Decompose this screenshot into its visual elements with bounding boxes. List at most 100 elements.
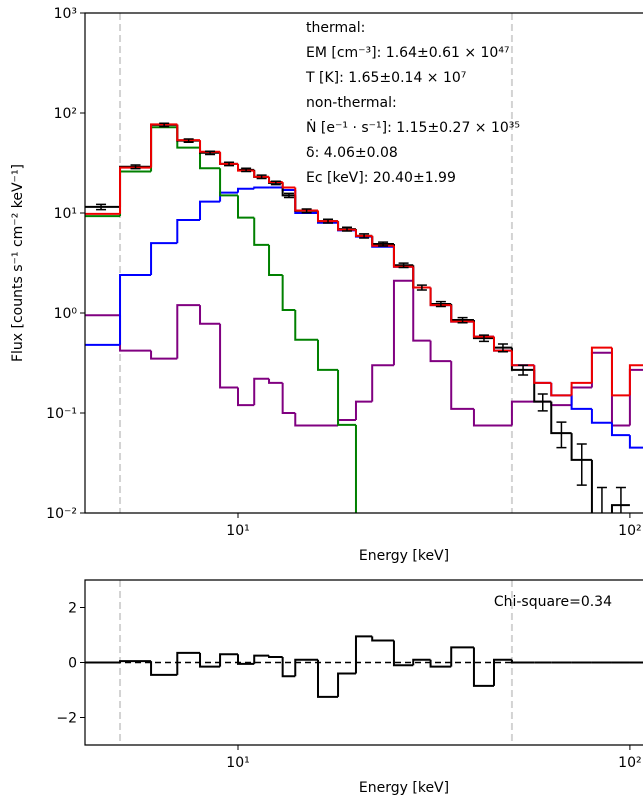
- step-segment: [610, 347, 630, 397]
- y-tick-label: 10²: [54, 106, 77, 122]
- step-segment: [412, 280, 431, 342]
- plot-area: [85, 580, 643, 745]
- step-segment: [119, 165, 152, 207]
- step-segment: [610, 352, 630, 427]
- step-segment: [294, 413, 318, 427]
- step-segment: [570, 395, 592, 410]
- step-segment: [119, 166, 152, 214]
- step-segment: [533, 365, 552, 384]
- step-segment: [337, 221, 356, 231]
- step-segment: [392, 243, 414, 267]
- step-segment: [199, 200, 221, 221]
- step-segment: [316, 210, 339, 223]
- step-segment: [628, 435, 643, 449]
- step-segment: [392, 245, 414, 268]
- step-segment: [590, 346, 612, 383]
- plot-area: [85, 13, 643, 513]
- step-segment: [550, 401, 572, 407]
- step-segment: [281, 274, 296, 312]
- error-bar: [270, 180, 281, 186]
- step-segment: [392, 640, 414, 667]
- step-segment: [150, 123, 178, 167]
- y-tick-label: 10⁻¹: [46, 406, 77, 422]
- y-tick-label: 10¹: [54, 206, 77, 222]
- step-segment: [450, 305, 474, 323]
- step-segment: [237, 163, 255, 172]
- error-bar: [416, 284, 427, 291]
- error-bar: [398, 262, 409, 269]
- error-bar: [283, 192, 294, 199]
- step-segment: [219, 191, 238, 202]
- step-segment: [237, 654, 255, 665]
- step-segment: [392, 279, 414, 366]
- step-segment: [150, 123, 178, 168]
- x-tick-label: 10¹: [226, 523, 249, 539]
- error-bar: [224, 161, 235, 167]
- step-segment: [472, 321, 494, 338]
- step-segment: [176, 304, 201, 359]
- y-axis-label: Flux [counts s⁻¹ cm⁻² keV⁻¹]: [10, 164, 26, 362]
- error-bar: [96, 203, 107, 211]
- step-segment: [472, 408, 494, 427]
- annotation: Ec [keV]: 20.40±1.99: [306, 170, 456, 186]
- step-segment: [199, 147, 221, 170]
- y-tick-label: 2: [68, 601, 77, 617]
- step-segment: [590, 459, 593, 513]
- step-segment: [550, 382, 572, 397]
- step-segment: [354, 400, 373, 421]
- error-bar: [323, 218, 334, 224]
- error-bar: [301, 208, 312, 214]
- annotation: δ: 4.06±0.08: [306, 145, 398, 161]
- step-segment: [628, 364, 643, 396]
- step-segment: [450, 361, 474, 410]
- step-segment: [610, 422, 630, 437]
- error-bar: [342, 226, 353, 232]
- step-segment: [294, 187, 318, 212]
- step-segment: [294, 658, 318, 677]
- step-segment: [510, 350, 535, 367]
- step-segment: [268, 244, 283, 276]
- step-segment: [219, 168, 238, 197]
- y-tick-label: 0: [68, 656, 77, 672]
- step-segment: [371, 364, 394, 402]
- error-bar: [359, 233, 370, 239]
- step-segment: [119, 170, 152, 217]
- step-segment: [492, 336, 512, 352]
- step-segment: [199, 652, 221, 668]
- step-segment: [237, 187, 255, 193]
- step-segment: [199, 305, 221, 325]
- step-segment: [119, 315, 152, 352]
- error-bar: [183, 138, 194, 143]
- step-segment: [253, 217, 270, 246]
- step-segment: [150, 126, 178, 172]
- step-segment: [253, 170, 270, 178]
- step-segment: [253, 654, 270, 664]
- step-segment: [510, 400, 535, 426]
- step-segment: [429, 287, 452, 307]
- y-tick-label: −2: [56, 711, 77, 727]
- step-segment: [510, 350, 535, 367]
- step-segment: [472, 647, 494, 687]
- annotation: T [K]: 1.65±0.14 × 10⁷: [305, 70, 466, 86]
- step-segment: [371, 636, 394, 642]
- step-segment: [412, 265, 431, 289]
- error-bar: [457, 316, 468, 324]
- step-segment: [550, 401, 572, 435]
- step-segment: [570, 386, 592, 406]
- step-segment: [337, 672, 356, 697]
- step-segment: [176, 127, 201, 149]
- error-bar: [556, 421, 567, 449]
- step-segment: [219, 653, 238, 667]
- step-segment: [337, 369, 356, 426]
- error-bar: [497, 343, 508, 353]
- error-bar: [130, 164, 141, 170]
- step-segment: [199, 140, 221, 153]
- step-segment: [354, 635, 373, 674]
- step-segment: [150, 350, 178, 360]
- step-segment: [316, 339, 339, 371]
- annotation: EM [cm⁻³]: 1.64±0.61 × 10⁴⁷: [306, 45, 510, 61]
- step-segment: [472, 321, 494, 338]
- annotation: thermal:: [306, 20, 365, 36]
- step-segment: [412, 266, 431, 289]
- step-segment: [590, 408, 612, 424]
